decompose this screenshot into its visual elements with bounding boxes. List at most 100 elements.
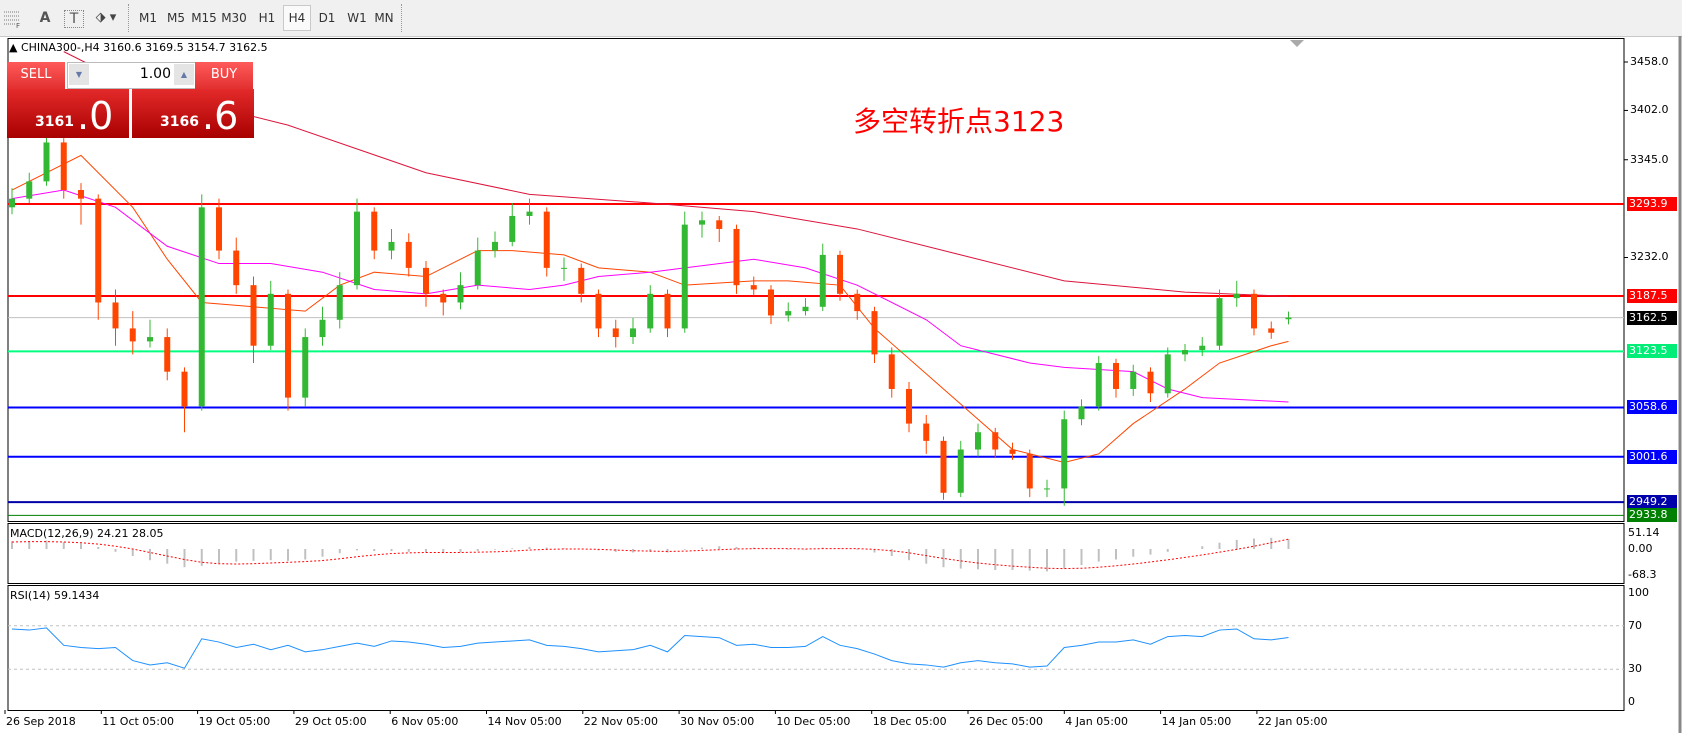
macd-signal-line	[11, 538, 1289, 570]
main-panel-frame	[7, 38, 1625, 522]
candle-body	[440, 293, 447, 303]
candle-body	[526, 211, 533, 216]
candle-body	[388, 241, 395, 251]
candle-body	[992, 432, 999, 450]
candle	[60, 138, 67, 199]
lot-decrease-icon[interactable]: ▼	[69, 64, 89, 85]
lot-size-stepper[interactable]: ▼ 1.00 ▲	[67, 62, 196, 89]
rsi-panel-frame	[7, 585, 1625, 711]
timeframe-h4[interactable]: H4	[283, 5, 311, 31]
candle	[612, 319, 619, 348]
rsi-tick-label: 0	[1628, 695, 1635, 708]
lot-size-input[interactable]: 1.00	[139, 66, 171, 82]
rsi-label: RSI(14) 59.1434	[10, 589, 100, 602]
timeframe-h1[interactable]: H1	[258, 11, 276, 25]
candle-body	[1182, 350, 1188, 355]
rsi-tick-label: 100	[1628, 586, 1649, 599]
moving-average-line	[63, 51, 1289, 297]
candle-body	[302, 337, 309, 398]
candle	[716, 215, 723, 242]
candle	[26, 172, 33, 203]
candle-body	[95, 198, 102, 303]
candle-body	[595, 293, 602, 329]
timeframe-m30[interactable]: M30	[221, 11, 247, 25]
candle-body	[1009, 449, 1016, 454]
date-label: 22 Nov 05:00	[583, 715, 658, 728]
collapse-triangle-icon[interactable]: ▲	[9, 41, 21, 54]
timeframe-mn[interactable]: MN	[374, 11, 394, 25]
candle-body	[164, 337, 171, 372]
candle-body	[785, 311, 792, 316]
candle	[1268, 321, 1275, 339]
candle-body	[129, 328, 136, 342]
candle	[319, 306, 326, 346]
buy-button[interactable]: BUY	[195, 62, 253, 90]
candle-body	[26, 181, 33, 199]
toolbar-separator	[401, 4, 404, 32]
timeframe-d1[interactable]: D1	[318, 11, 336, 25]
candle-body	[871, 311, 878, 355]
candle	[1026, 449, 1033, 498]
price-line-tag: 3058.6	[1627, 400, 1677, 415]
fibonacci-fan-icon[interactable]: F	[3, 8, 21, 30]
chart-annotation[interactable]: 多空转折点3123	[853, 105, 1065, 138]
candle	[543, 207, 550, 277]
candle-body	[60, 142, 67, 191]
price-line-tag: 2949.2	[1627, 495, 1677, 510]
candle	[78, 183, 84, 225]
candle-body	[561, 267, 567, 269]
chart-canvas[interactable]	[0, 36, 1682, 733]
candle-body	[1199, 345, 1206, 351]
date-label: 18 Dec 05:00	[872, 715, 947, 728]
candle-body	[612, 328, 619, 338]
candle	[1285, 311, 1292, 325]
candle	[923, 414, 930, 454]
candle	[578, 263, 585, 303]
date-label: 26 Sep 2018	[6, 715, 76, 728]
candle	[354, 198, 360, 290]
candle	[198, 194, 205, 411]
candle-body	[181, 371, 188, 407]
lot-increase-icon[interactable]: ▲	[174, 64, 194, 85]
text-label-icon[interactable]: T	[64, 10, 84, 28]
date-label: 30 Nov 05:00	[680, 715, 755, 728]
candle	[1095, 356, 1102, 411]
candle	[1182, 343, 1188, 362]
candle-body	[1044, 488, 1050, 490]
date-label: 19 Oct 05:00	[198, 715, 271, 728]
candle	[1044, 479, 1050, 498]
candle	[664, 289, 671, 338]
candle	[768, 285, 774, 325]
text-icon[interactable]: A	[39, 10, 51, 26]
timeframe-m15[interactable]: M15	[191, 11, 217, 25]
timeframe-w1[interactable]: W1	[347, 11, 367, 25]
timeframe-m1[interactable]: M1	[139, 11, 157, 25]
candle-body	[147, 337, 153, 342]
candle	[699, 211, 705, 238]
chart-window[interactable]	[0, 36, 1682, 733]
candle-body	[319, 319, 326, 338]
buy-price[interactable]: 3166 .6	[132, 89, 254, 138]
arrows-icon[interactable]: ⬗ ▾	[95, 10, 117, 25]
date-label: 6 Nov 05:00	[391, 715, 459, 728]
candle	[681, 211, 688, 333]
candle	[906, 382, 912, 433]
candle	[630, 318, 636, 344]
candle-body	[457, 285, 464, 303]
candle-body	[1113, 363, 1119, 389]
candle	[526, 198, 533, 225]
price-tick-label: 3402.0	[1630, 103, 1669, 117]
sell-price[interactable]: 3161 .0	[7, 89, 129, 138]
sell-button[interactable]: SELL	[7, 62, 65, 90]
candle	[336, 272, 343, 329]
candle	[888, 347, 895, 398]
candle	[474, 237, 481, 290]
timeframe-m5[interactable]: M5	[167, 11, 185, 25]
candle	[837, 250, 843, 301]
candle	[405, 233, 412, 277]
candle	[95, 194, 102, 320]
sell-price-main: 3161	[35, 114, 74, 130]
candle-body	[354, 211, 360, 286]
candle-body	[423, 267, 429, 294]
macd-tick-label: 0.00	[1628, 542, 1653, 555]
